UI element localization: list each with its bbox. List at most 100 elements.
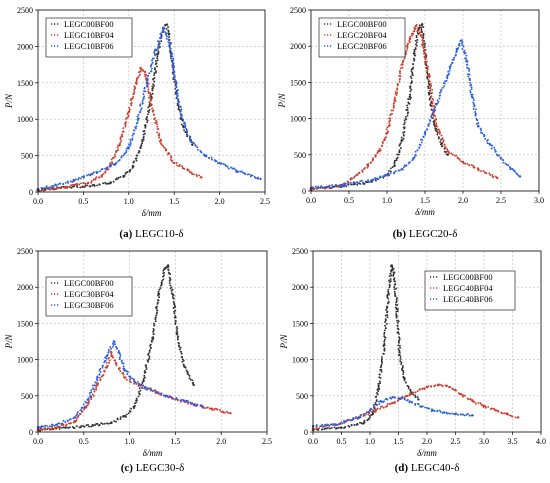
data-point	[488, 172, 491, 175]
data-point	[227, 167, 230, 170]
data-point	[375, 399, 378, 402]
data-point	[374, 401, 377, 404]
data-point	[137, 390, 140, 393]
x-tick-label: 0.0	[33, 437, 43, 446]
data-point	[134, 81, 138, 85]
data-point	[365, 411, 368, 414]
data-point	[385, 308, 387, 311]
data-point	[392, 105, 395, 108]
legend-box	[424, 270, 516, 311]
data-point	[430, 92, 433, 95]
data-point	[382, 176, 385, 179]
data-point	[401, 63, 404, 66]
data-point	[405, 118, 408, 121]
data-point	[152, 333, 155, 336]
y-tick-label: 2000	[17, 283, 33, 292]
data-point	[103, 422, 106, 425]
data-point	[461, 413, 464, 416]
y-tick-label: 1000	[17, 356, 33, 365]
data-point	[121, 133, 123, 136]
data-point	[414, 43, 417, 46]
data-point	[414, 396, 417, 399]
data-point	[158, 132, 161, 135]
data-point	[45, 185, 48, 188]
data-point	[124, 123, 127, 126]
data-point	[186, 134, 189, 137]
data-point	[186, 371, 189, 373]
data-point	[140, 145, 143, 148]
data-point	[95, 176, 98, 179]
data-point	[158, 288, 161, 291]
data-point	[328, 185, 331, 188]
data-point	[415, 41, 418, 44]
data-point	[182, 118, 185, 121]
data-point	[426, 65, 429, 68]
data-point	[181, 358, 184, 361]
data-point	[78, 183, 81, 186]
legend-label: LEGC10BF04	[64, 30, 114, 40]
data-point	[132, 165, 135, 168]
data-point	[455, 50, 458, 53]
data-point	[208, 156, 211, 159]
data-point	[183, 365, 186, 368]
data-point	[438, 409, 441, 412]
data-point	[389, 278, 392, 280]
data-point	[138, 150, 140, 152]
data-point	[371, 159, 374, 162]
data-point	[143, 386, 146, 389]
data-point	[387, 288, 390, 291]
data-point	[389, 119, 392, 122]
data-point	[340, 426, 343, 429]
data-point	[453, 154, 456, 157]
data-point	[119, 370, 122, 372]
data-point	[410, 77, 413, 80]
data-point	[486, 142, 489, 145]
data-point	[169, 47, 172, 50]
data-point	[394, 396, 397, 399]
data-point	[409, 85, 412, 88]
data-point	[433, 108, 436, 111]
data-point	[446, 150, 449, 153]
x-tick-label: 3.5	[508, 437, 518, 446]
data-point	[101, 364, 104, 367]
legend-label: LEGC30BF04	[64, 289, 114, 299]
data-point	[479, 131, 482, 134]
data-point	[91, 184, 94, 187]
data-point	[169, 43, 172, 46]
data-point	[514, 171, 517, 174]
data-point	[111, 157, 114, 159]
data-point	[436, 131, 439, 134]
data-point	[130, 101, 133, 104]
data-point	[148, 350, 151, 353]
data-point	[157, 50, 160, 53]
data-point	[201, 405, 205, 408]
data-point	[74, 183, 77, 186]
data-point	[489, 173, 492, 176]
data-point	[90, 391, 93, 394]
data-point	[180, 123, 183, 126]
data-point	[389, 170, 392, 173]
data-point	[172, 59, 175, 62]
data-point	[363, 421, 366, 424]
data-point	[459, 413, 462, 416]
data-point	[391, 266, 394, 269]
data-point	[388, 117, 391, 120]
data-point	[421, 35, 424, 38]
legend-label: LEGC20BF04	[337, 30, 387, 40]
data-point	[355, 173, 358, 177]
data-point	[133, 160, 136, 163]
data-point	[143, 95, 146, 98]
data-point	[425, 64, 428, 67]
data-point	[171, 293, 174, 296]
data-point	[110, 421, 113, 424]
data-point	[140, 144, 143, 146]
data-point	[227, 411, 230, 414]
data-point	[139, 104, 142, 107]
data-point	[183, 129, 186, 132]
data-point	[418, 146, 421, 149]
data-point	[69, 418, 72, 421]
y-tick-label: 500	[21, 392, 33, 401]
data-point	[451, 61, 454, 64]
data-point	[111, 345, 114, 348]
data-point	[143, 132, 146, 135]
